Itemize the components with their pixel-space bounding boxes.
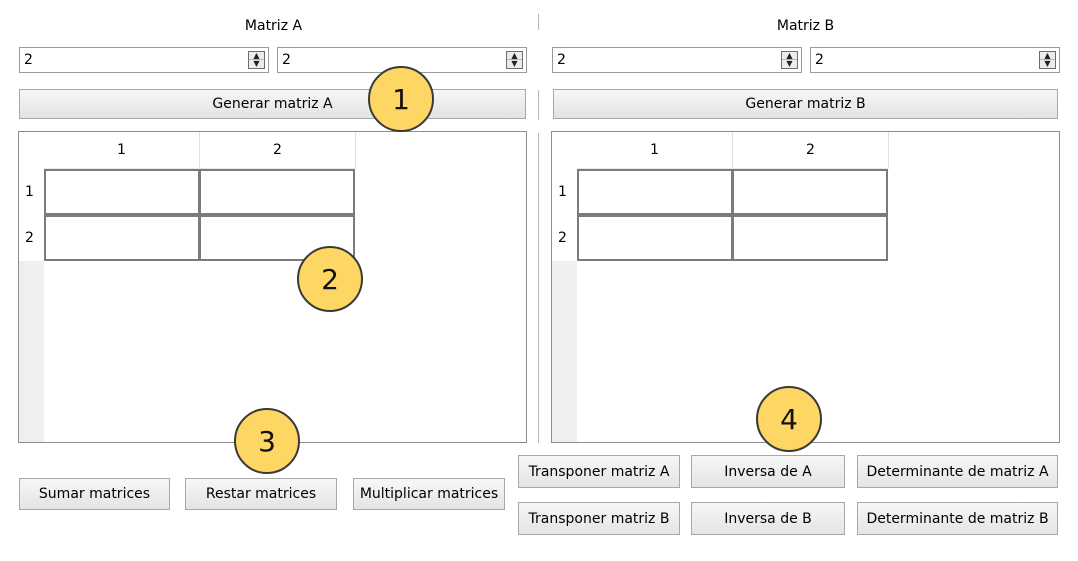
row-header[interactable]: 1 (19, 169, 44, 215)
matrix-a-rows-spinbox[interactable]: 2 ▲ ▼ (19, 47, 269, 73)
spin-down-arrow-icon[interactable]: ▼ (511, 59, 518, 68)
spin-up-arrow-icon[interactable]: ▲ (507, 51, 522, 60)
column-header[interactable]: 2 (200, 132, 356, 169)
matrix-a-rows-value: 2 (24, 52, 33, 68)
matrix-a-cols-value: 2 (282, 52, 291, 68)
matrix-b-cell-1-1[interactable] (577, 169, 733, 215)
column-header[interactable]: 2 (733, 132, 889, 169)
restar-matrices-button[interactable]: Restar matrices (185, 478, 337, 510)
determinante-matriz-a-button[interactable]: Determinante de matriz A (857, 455, 1058, 488)
spin-up-arrow-icon[interactable]: ▲ (249, 51, 264, 60)
matrix-a-cell-2-2[interactable] (199, 215, 355, 261)
callout-badge-1: 1 (368, 66, 434, 132)
matrix-a-cols-spin-buttons[interactable]: ▲ ▼ (506, 51, 523, 69)
generate-matrix-a-button[interactable]: Generar matriz A (19, 89, 526, 119)
matrix-b-cols-value: 2 (815, 52, 824, 68)
matrix-a-table[interactable]: 1 2 1 2 (18, 131, 527, 443)
matrix-b-rows-value: 2 (557, 52, 566, 68)
table-corner (552, 132, 577, 169)
inversa-de-b-button[interactable]: Inversa de B (691, 502, 845, 535)
spin-down-arrow-icon[interactable]: ▼ (1044, 59, 1051, 68)
callout-badge-4: 4 (756, 386, 822, 452)
matrix-b-rows-spin-buttons[interactable]: ▲ ▼ (781, 51, 798, 69)
matrix-b-cell-2-1[interactable] (577, 215, 733, 261)
callout-badge-3: 3 (234, 408, 300, 474)
callout-badge-2: 2 (297, 246, 363, 312)
vertical-divider (538, 90, 539, 120)
row-header[interactable]: 1 (552, 169, 577, 215)
matrix-a-cell-2-1[interactable] (44, 215, 200, 261)
column-header[interactable]: 1 (44, 132, 200, 169)
matrix-a-cell-1-2[interactable] (199, 169, 355, 215)
column-header[interactable]: 1 (577, 132, 733, 169)
matrix-a-title: Matriz A (244, 18, 303, 34)
spin-up-arrow-icon[interactable]: ▲ (782, 51, 797, 60)
matrix-b-cols-spinbox[interactable]: 2 ▲ ▼ (810, 47, 1060, 73)
matrix-b-cell-1-2[interactable] (732, 169, 888, 215)
matrix-a-cell-1-1[interactable] (44, 169, 200, 215)
spin-down-arrow-icon[interactable]: ▼ (786, 59, 793, 68)
transponer-matriz-a-button[interactable]: Transponer matriz A (518, 455, 680, 488)
matrix-a-rows-spin-buttons[interactable]: ▲ ▼ (248, 51, 265, 69)
matrix-b-cols-spin-buttons[interactable]: ▲ ▼ (1039, 51, 1056, 69)
multiplicar-matrices-button[interactable]: Multiplicar matrices (353, 478, 505, 510)
matrix-b-table[interactable]: 1 2 1 2 (551, 131, 1060, 443)
vertical-divider (538, 133, 539, 443)
transponer-matriz-b-button[interactable]: Transponer matriz B (518, 502, 680, 535)
row-header[interactable]: 2 (19, 215, 44, 261)
spin-down-arrow-icon[interactable]: ▼ (253, 59, 260, 68)
determinante-matriz-b-button[interactable]: Determinante de matriz B (857, 502, 1058, 535)
sumar-matrices-button[interactable]: Sumar matrices (19, 478, 170, 510)
matrix-b-cell-2-2[interactable] (732, 215, 888, 261)
matrix-b-rows-spinbox[interactable]: 2 ▲ ▼ (552, 47, 802, 73)
vertical-divider (538, 14, 539, 30)
inversa-de-a-button[interactable]: Inversa de A (691, 455, 845, 488)
spin-up-arrow-icon[interactable]: ▲ (1040, 51, 1055, 60)
matrix-b-title: Matriz B (776, 18, 835, 34)
table-corner (19, 132, 44, 169)
generate-matrix-b-button[interactable]: Generar matriz B (553, 89, 1058, 119)
row-header[interactable]: 2 (552, 215, 577, 261)
